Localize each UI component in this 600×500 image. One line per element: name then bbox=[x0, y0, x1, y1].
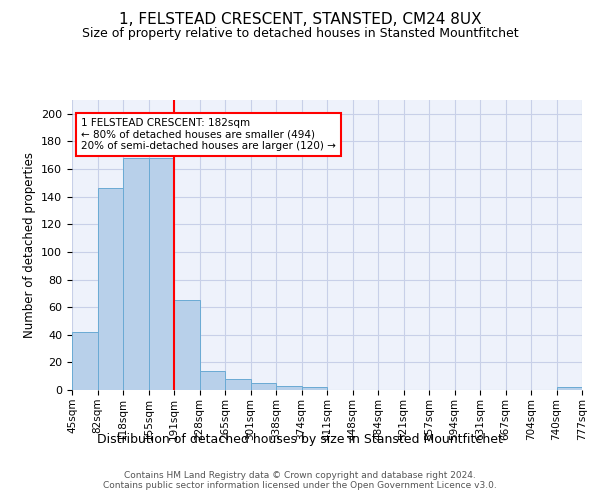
Bar bbox=[302, 387, 327, 390]
Text: Contains HM Land Registry data © Crown copyright and database right 2024.
Contai: Contains HM Land Registry data © Crown c… bbox=[103, 470, 497, 490]
Bar bbox=[123, 158, 149, 390]
Bar bbox=[72, 332, 97, 390]
Bar bbox=[251, 383, 276, 390]
Y-axis label: Number of detached properties: Number of detached properties bbox=[23, 152, 35, 338]
Bar bbox=[276, 386, 302, 390]
Text: Size of property relative to detached houses in Stansted Mountfitchet: Size of property relative to detached ho… bbox=[82, 28, 518, 40]
Bar bbox=[97, 188, 123, 390]
Bar bbox=[174, 300, 199, 390]
Bar bbox=[149, 158, 174, 390]
Text: Distribution of detached houses by size in Stansted Mountfitchet: Distribution of detached houses by size … bbox=[97, 432, 503, 446]
Text: 1 FELSTEAD CRESCENT: 182sqm
← 80% of detached houses are smaller (494)
20% of se: 1 FELSTEAD CRESCENT: 182sqm ← 80% of det… bbox=[81, 118, 336, 151]
Bar bbox=[199, 370, 225, 390]
Bar bbox=[557, 387, 582, 390]
Text: 1, FELSTEAD CRESCENT, STANSTED, CM24 8UX: 1, FELSTEAD CRESCENT, STANSTED, CM24 8UX bbox=[119, 12, 481, 28]
Bar bbox=[225, 379, 251, 390]
